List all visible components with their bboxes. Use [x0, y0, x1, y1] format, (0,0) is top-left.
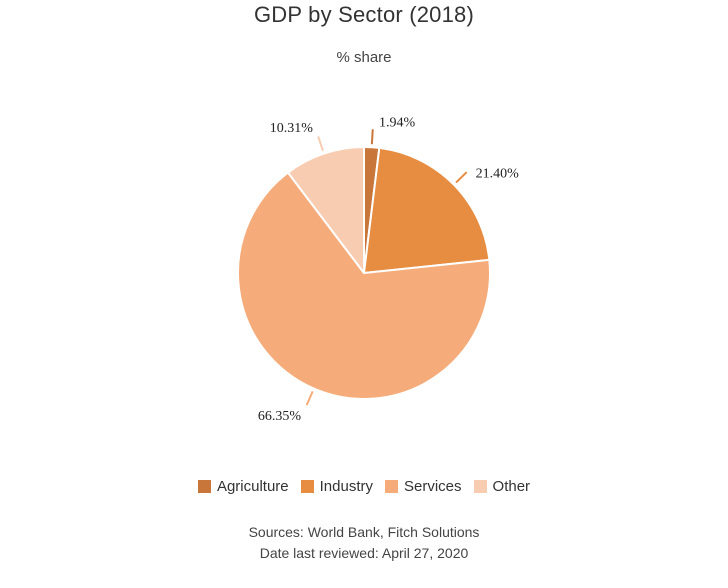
leader-line-services: [305, 390, 314, 406]
chart-subtitle: % share: [336, 49, 392, 66]
legend-swatch-industry: [300, 480, 314, 493]
pie-slice-other[interactable]: [286, 146, 365, 274]
pie-slice-industry[interactable]: [363, 146, 491, 274]
sources-text: Sources: World Bank, Fitch Solutions: [248, 524, 480, 540]
legend-item-industry[interactable]: Industry: [300, 478, 373, 495]
legend-label-agriculture: Agriculture: [216, 478, 289, 495]
leader-line-agriculture: [370, 129, 374, 145]
data-label-other: 10.31%: [270, 121, 314, 136]
leader-line-other: [317, 136, 324, 152]
legend-swatch-services: [385, 480, 398, 493]
reviewed-date-text: Date last reviewed: April 27, 2020: [259, 545, 469, 561]
legend-item-other[interactable]: Other: [473, 478, 531, 495]
chart-title: GDP by Sector (2018): [253, 2, 475, 27]
legend-label-other: Other: [492, 478, 531, 495]
leader-line-industry: [455, 171, 468, 184]
data-label-services: 66.35%: [258, 409, 302, 424]
chart-legend: Agriculture Industry Services Other: [0, 478, 728, 495]
legend-swatch-agriculture: [197, 480, 211, 493]
legend-label-services: Services: [404, 478, 462, 495]
legend-label-industry: Industry: [319, 478, 373, 495]
data-label-agriculture: 1.94%: [379, 115, 416, 130]
data-label-industry: 21.40%: [476, 166, 520, 181]
legend-swatch-other: [473, 480, 487, 493]
legend-item-services[interactable]: Services: [385, 478, 462, 495]
chart-footer: Sources: World Bank, Fitch Solutions Dat…: [0, 522, 728, 564]
pie-slice-services[interactable]: [237, 171, 491, 400]
legend-item-agriculture[interactable]: Agriculture: [197, 478, 289, 495]
